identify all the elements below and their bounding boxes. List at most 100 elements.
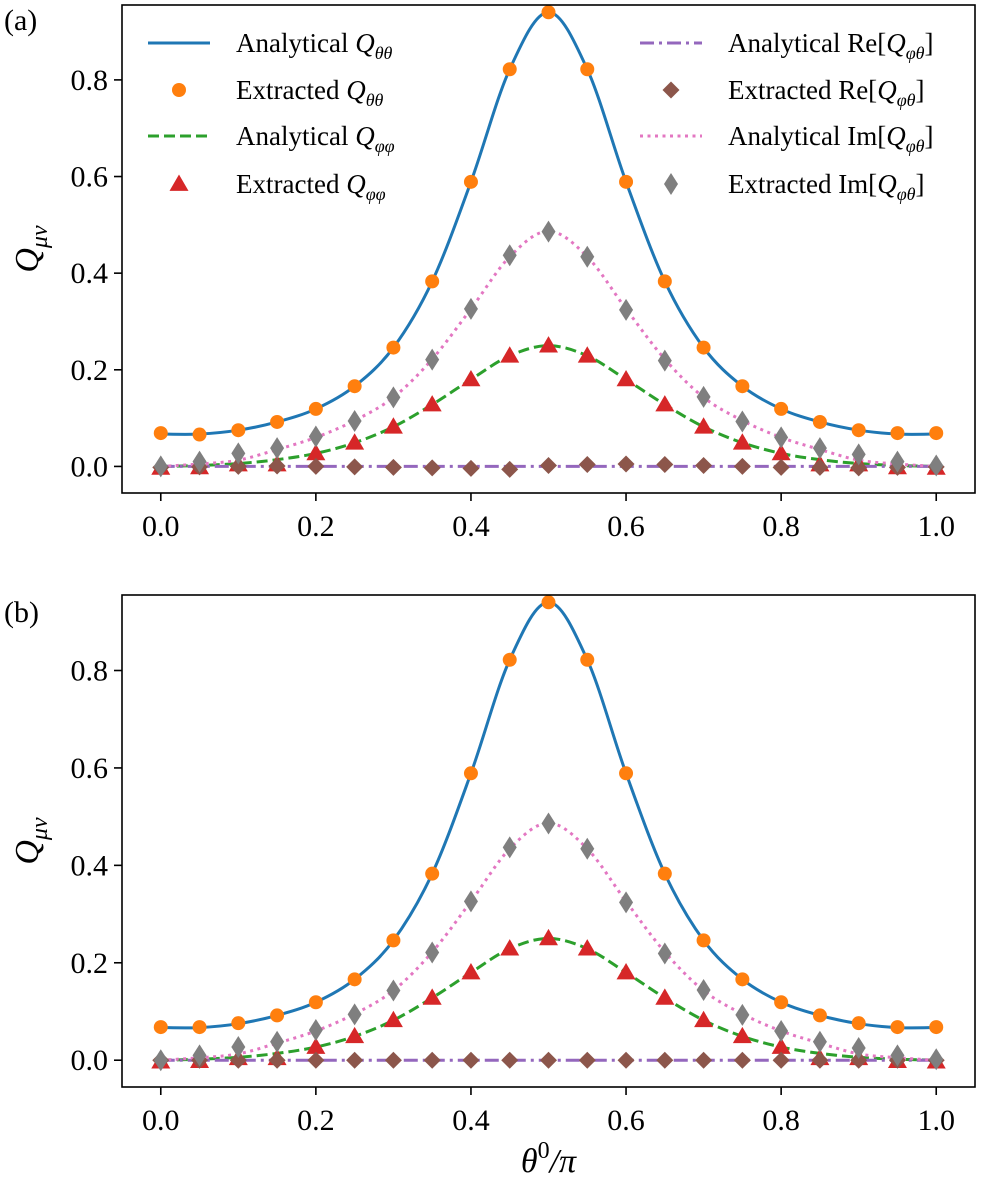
legend-label: Analytical Im[Qφθ] — [728, 121, 934, 156]
data-point-s1-3 — [270, 414, 285, 429]
data-point-s3-15 — [732, 433, 752, 450]
data-point-s7-4 — [308, 425, 323, 448]
data-point-s1-17 — [812, 1008, 827, 1023]
data-point-s7-6 — [386, 979, 401, 1002]
data-point-s5-9 — [501, 1051, 519, 1069]
data-point-s5-12 — [617, 455, 635, 473]
data-point-s1-19 — [890, 1020, 905, 1035]
data-point-s7-3 — [270, 1030, 285, 1053]
y-tick-label: 0.2 — [71, 354, 109, 387]
data-point-s1-14 — [696, 340, 711, 355]
data-point-s1-14 — [696, 933, 711, 948]
data-point-s7-20 — [929, 454, 944, 477]
data-point-s3-14 — [694, 1010, 714, 1028]
data-point-s1-4 — [308, 401, 323, 416]
data-point-s7-19 — [890, 450, 905, 473]
data-point-s7-0 — [153, 1049, 168, 1072]
x-tick-label: 0.6 — [607, 1104, 645, 1137]
data-point-s1-5 — [347, 972, 362, 987]
data-point-s5-18 — [850, 1051, 868, 1069]
data-point-s5-17 — [811, 1051, 829, 1069]
data-point-s7-12 — [619, 891, 634, 914]
data-point-s3-8 — [461, 369, 481, 387]
data-point-s5-5 — [346, 1051, 364, 1069]
data-point-s1-13 — [657, 274, 672, 289]
data-point-s7-4 — [308, 1019, 323, 1042]
data-point-s1-2 — [231, 1016, 246, 1031]
data-point-s1-4 — [308, 995, 323, 1010]
data-point-s5-14 — [695, 1051, 713, 1069]
data-point-s7-2 — [231, 442, 246, 465]
legend-handle-marker — [172, 83, 186, 97]
data-point-s1-6 — [386, 933, 401, 948]
data-point-s1-19 — [890, 426, 905, 441]
data-point-s3-9 — [500, 346, 520, 363]
legend-handle-marker — [169, 174, 189, 191]
y-tick-label: 0.4 — [71, 257, 109, 290]
data-point-s7-16 — [774, 1019, 789, 1042]
data-point-s1-20 — [929, 426, 944, 441]
data-point-s5-17 — [811, 458, 829, 476]
data-point-s5-8 — [462, 1051, 480, 1069]
data-point-s5-16 — [772, 1051, 790, 1069]
data-point-s3-8 — [461, 963, 481, 980]
x-tick-label: 0.4 — [452, 510, 490, 543]
y-tick-label: 0.2 — [71, 947, 109, 980]
data-point-s5-6 — [384, 1051, 402, 1069]
data-point-s3-5 — [345, 433, 365, 450]
data-point-s3-5 — [345, 1026, 365, 1044]
y-axis-label: Qμν — [9, 225, 53, 273]
data-point-s7-8 — [463, 297, 478, 320]
data-point-s1-12 — [619, 174, 634, 189]
data-point-s3-13 — [655, 395, 675, 412]
data-point-s5-12 — [617, 1051, 635, 1069]
y-tick-label: 0.4 — [71, 849, 109, 882]
plot-area — [151, 5, 946, 478]
data-point-s3-6 — [383, 417, 403, 434]
data-point-s1-1 — [192, 1020, 207, 1035]
data-point-s5-15 — [733, 1051, 751, 1069]
y-axis-label: Qμν — [9, 817, 53, 865]
data-point-s5-2 — [229, 457, 247, 475]
data-point-s7-3 — [270, 437, 285, 460]
data-point-s5-16 — [772, 458, 790, 476]
data-point-s3-12 — [616, 963, 636, 980]
data-point-s1-9 — [502, 652, 517, 667]
data-point-s7-1 — [192, 1044, 207, 1067]
data-point-s7-14 — [696, 979, 711, 1002]
legend: Analytical Qθθ Extracted Qθθ Analytical Qφ… — [148, 28, 934, 204]
data-point-s1-15 — [735, 379, 750, 394]
panel-label: (b) — [4, 596, 39, 629]
data-point-s7-7 — [425, 348, 440, 371]
data-point-s1-1 — [192, 427, 207, 442]
data-point-s1-5 — [347, 379, 362, 394]
x-tick-label: 0.0 — [142, 1104, 180, 1137]
x-tick-label: 1.0 — [917, 510, 955, 543]
data-point-s7-17 — [812, 1030, 827, 1053]
data-point-s3-4 — [306, 1037, 326, 1054]
data-point-s7-14 — [696, 385, 711, 408]
data-point-s7-5 — [347, 410, 362, 433]
data-point-s3-7 — [422, 395, 442, 412]
data-point-s1-10 — [541, 5, 556, 20]
y-tick-label: 0.0 — [71, 450, 109, 483]
data-point-s3-10 — [539, 928, 558, 946]
legend-label: Analytical Qθθ — [236, 28, 393, 63]
data-point-s3-7 — [422, 988, 442, 1005]
data-point-s5-5 — [346, 458, 364, 476]
data-point-s7-11 — [580, 837, 595, 860]
data-point-s7-11 — [580, 245, 595, 268]
data-point-s1-13 — [657, 866, 672, 881]
data-point-s7-9 — [502, 836, 517, 859]
data-point-s7-1 — [192, 450, 207, 473]
panel-a: 0.0 0.2 0.4 0.6 0.8 1.0 0.0 0.2 0.4 0.6 0.8 (a) Qμν A… — [4, 4, 976, 543]
x-tick-label: 1.0 — [917, 1104, 955, 1137]
data-point-s1-8 — [463, 174, 478, 189]
data-point-s5-2 — [229, 1051, 247, 1069]
data-point-s1-10 — [541, 595, 556, 610]
data-point-s1-3 — [270, 1008, 285, 1023]
axes-frame — [121, 594, 976, 1088]
x-axis-label: θ0/π — [521, 1138, 577, 1180]
data-point-s1-16 — [774, 401, 789, 416]
data-point-s5-9 — [501, 460, 519, 478]
